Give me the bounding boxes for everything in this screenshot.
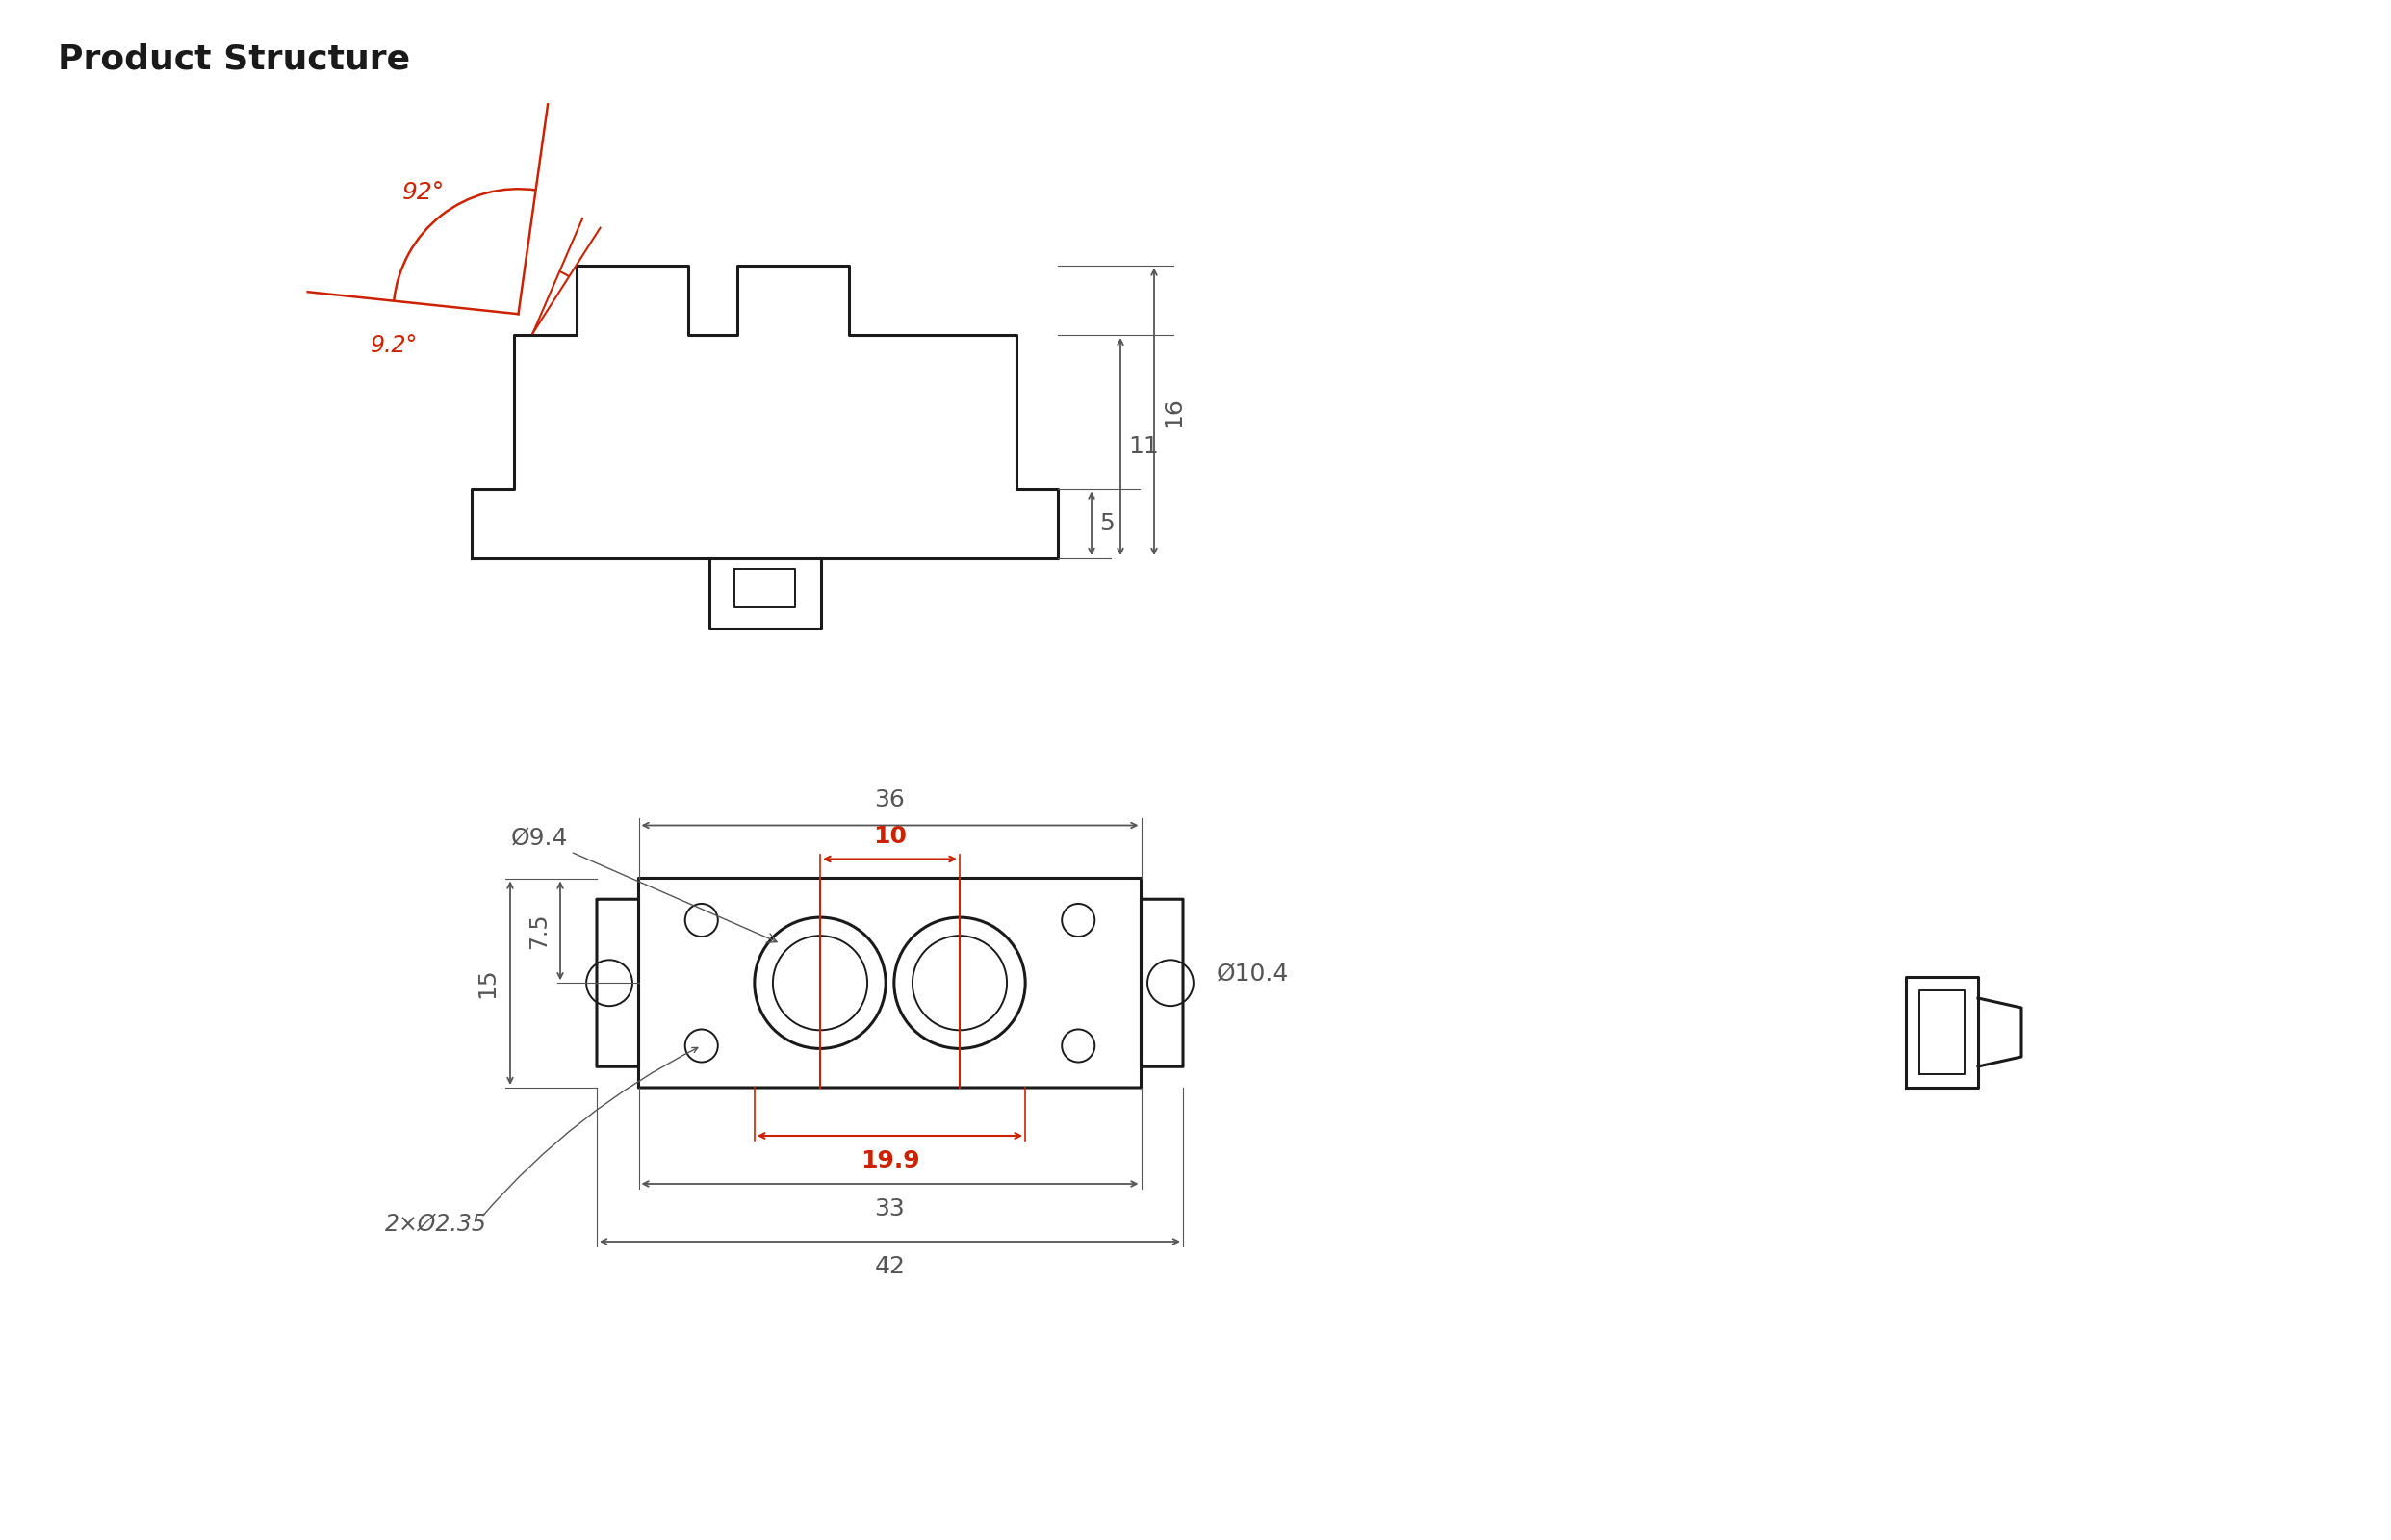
Text: Product Structure: Product Structure [57,43,411,75]
Text: 7.5: 7.5 [528,913,550,949]
Text: 42: 42 [875,1255,906,1278]
Text: 36: 36 [875,788,906,812]
Text: 5: 5 [1100,511,1114,534]
Text: Ø10.4: Ø10.4 [1217,962,1289,986]
Text: 33: 33 [875,1198,906,1220]
Text: 11: 11 [1129,434,1160,459]
Text: Ø9.4: Ø9.4 [512,827,777,942]
Text: 10: 10 [873,824,906,847]
Text: 19.9: 19.9 [861,1149,921,1172]
Text: 9.2°: 9.2° [371,334,418,357]
Text: 92°: 92° [402,182,445,205]
Text: 16: 16 [1162,396,1186,427]
Text: 15: 15 [476,967,500,998]
Text: 2×Ø2.35: 2×Ø2.35 [385,1214,488,1235]
